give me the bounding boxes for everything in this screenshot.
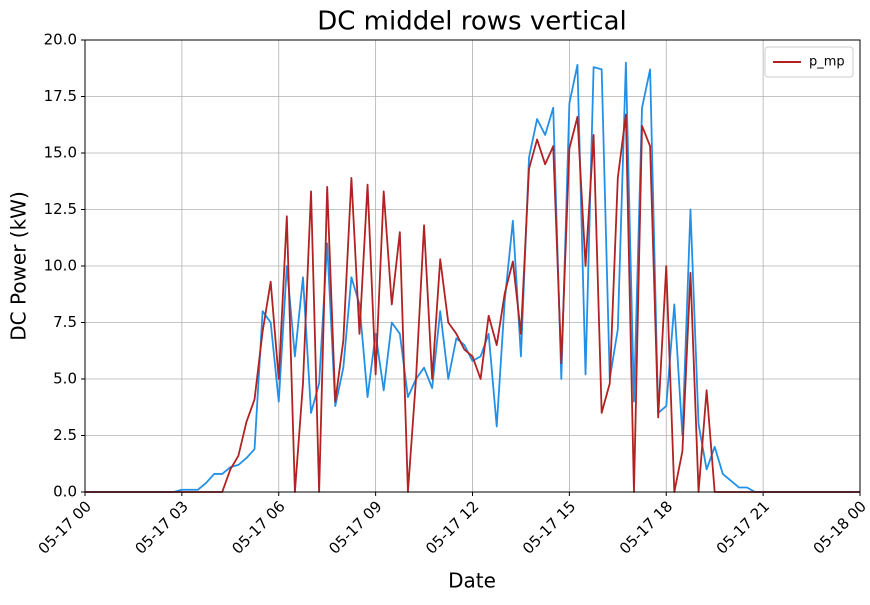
y-tick-label: 7.5 <box>53 313 77 331</box>
y-tick-label: 0.0 <box>53 483 77 501</box>
series-line <box>85 61 860 493</box>
y-tick-label: 20.0 <box>44 31 77 49</box>
y-tick-label: 5.0 <box>53 370 77 388</box>
x-tick-label: 05-17 00 <box>35 497 95 557</box>
y-axis-label: DC Power (kW) <box>7 191 31 341</box>
x-tick-label: 05-17 15 <box>519 497 579 557</box>
x-tick-label: 05-17 21 <box>713 497 773 557</box>
legend-label: p_mp <box>809 55 845 70</box>
y-tick-label: 17.5 <box>44 87 77 105</box>
x-tick-label: 05-17 03 <box>131 497 191 557</box>
y-tick-label: 12.5 <box>44 200 77 218</box>
x-tick-label: 05-17 12 <box>422 497 482 557</box>
x-tick-label: 05-17 18 <box>616 497 676 557</box>
legend-box <box>764 46 854 78</box>
y-tick-label: 15.0 <box>44 144 77 162</box>
x-tick-label: 05-17 09 <box>325 497 385 557</box>
x-tick-label: 05-17 06 <box>228 497 288 557</box>
x-tick-label: 05-18 00 <box>810 497 870 557</box>
y-tick-label: 2.5 <box>53 426 77 444</box>
chart-title: DC middel rows vertical <box>317 7 627 37</box>
y-tick-label: 10.0 <box>44 257 77 275</box>
plot-frame <box>84 39 861 493</box>
x-axis-label: Date <box>448 569 496 593</box>
